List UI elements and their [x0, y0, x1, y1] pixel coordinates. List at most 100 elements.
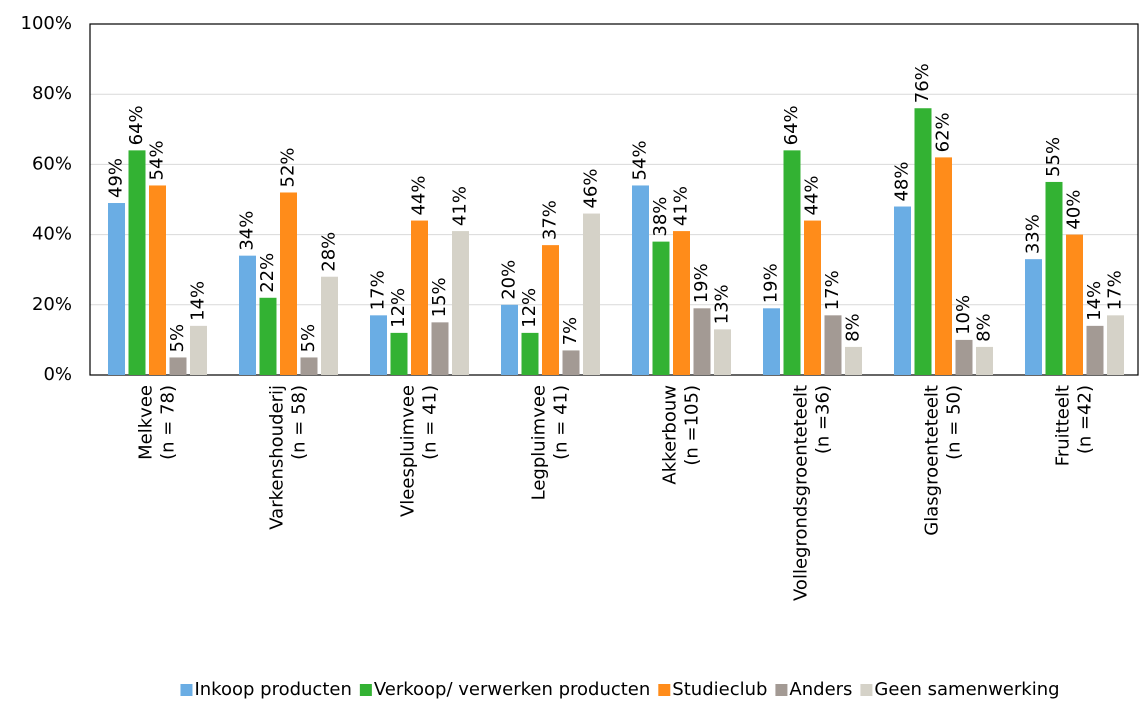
bar	[1107, 315, 1124, 375]
legend-label: Studieclub	[672, 679, 767, 700]
bar	[783, 150, 801, 375]
bar	[632, 185, 649, 375]
value-label: 8%	[974, 313, 995, 342]
value-label: 41%	[450, 186, 471, 226]
value-label: 8%	[843, 313, 864, 342]
x-tick-label: (n =36)	[813, 385, 834, 454]
value-label: 13%	[712, 284, 733, 324]
legend-label: Geen samenwerking	[874, 679, 1059, 700]
x-tick-label: Melkvee	[136, 385, 157, 460]
bar	[149, 185, 166, 375]
bar	[190, 325, 207, 375]
value-label: 10%	[953, 295, 974, 335]
x-tick-label: Glasgroenteteelt	[922, 385, 943, 536]
value-label: 46%	[581, 169, 602, 209]
x-tick-label: (n =105)	[682, 385, 703, 466]
x-tick-label: Vollegrondsgroenteteelt	[791, 385, 812, 601]
bar	[583, 213, 600, 375]
value-label: 37%	[540, 200, 561, 240]
bar	[1045, 181, 1063, 375]
x-tick-label: (n = 41)	[551, 385, 572, 460]
value-label: 44%	[409, 176, 430, 216]
y-tick-label: 40%	[32, 224, 72, 245]
bar	[845, 346, 862, 375]
legend-label: Verkoop/ verwerken producten	[374, 679, 650, 700]
bar	[259, 297, 277, 375]
legend-swatch	[658, 684, 671, 696]
value-label: 7%	[560, 317, 581, 346]
y-tick-label: 60%	[32, 153, 72, 174]
x-tick-label: (n =42)	[1075, 385, 1096, 454]
bar	[894, 206, 911, 375]
value-label: 48%	[892, 162, 913, 202]
x-tick-label: Legpluimvee	[529, 385, 550, 500]
value-label: 12%	[388, 288, 409, 328]
y-tick-label: 80%	[32, 83, 72, 104]
value-label: 41%	[671, 186, 692, 226]
bar	[431, 322, 449, 375]
bar	[239, 255, 256, 375]
value-label: 76%	[912, 63, 933, 103]
x-tick-label: (n = 41)	[420, 385, 441, 460]
value-label: 49%	[106, 158, 127, 198]
y-tick-label: 0%	[43, 364, 72, 385]
legend-swatch	[860, 684, 873, 696]
value-label: 19%	[761, 263, 782, 303]
bar	[370, 315, 387, 375]
y-tick-label: 20%	[32, 294, 72, 315]
x-tick-label: (n = 58)	[289, 385, 310, 460]
bar	[652, 241, 670, 375]
value-label: 62%	[933, 112, 954, 152]
x-tick-label: (n = 78)	[158, 385, 179, 460]
legend-swatch	[359, 684, 372, 696]
value-label: 12%	[519, 288, 540, 328]
value-label: 19%	[691, 263, 712, 303]
legend-swatch	[775, 684, 788, 696]
value-label: 64%	[126, 105, 147, 145]
bar	[763, 308, 780, 375]
bar	[521, 332, 539, 375]
value-label: 14%	[1084, 281, 1105, 321]
x-tick-label: Fruitteelt	[1053, 385, 1074, 466]
plot-frame	[89, 23, 1139, 376]
value-label: 5%	[167, 324, 188, 353]
bar	[935, 157, 952, 375]
bar	[804, 220, 821, 375]
bar	[280, 192, 297, 375]
bar	[321, 276, 338, 375]
bar	[693, 308, 711, 375]
legend-label: Inkoop producten	[194, 679, 351, 700]
bar	[976, 346, 993, 375]
bar	[300, 357, 318, 375]
value-label: 34%	[237, 211, 258, 251]
y-tick-label: 100%	[21, 13, 72, 34]
x-tick-label: Varkenshouderij	[267, 385, 288, 530]
bar	[1066, 234, 1083, 375]
value-label: 28%	[319, 232, 340, 272]
bar	[411, 220, 428, 375]
legend: Inkoop producten Verkoop/ verwerken produ…	[180, 679, 1060, 700]
value-label: 20%	[499, 260, 520, 300]
value-label: 17%	[1105, 270, 1126, 310]
value-label: 54%	[630, 140, 651, 180]
bar	[673, 231, 690, 375]
value-label: 15%	[429, 277, 450, 317]
x-tick-label: (n = 50)	[944, 385, 965, 460]
value-label: 44%	[802, 176, 823, 216]
bar	[108, 203, 125, 375]
bar	[1086, 325, 1104, 375]
bar	[562, 350, 580, 375]
value-label: 14%	[188, 281, 209, 321]
value-label: 52%	[278, 147, 299, 187]
value-label: 17%	[822, 270, 843, 310]
bar	[452, 231, 469, 375]
x-tick-label: Vleespluimvee	[398, 385, 419, 517]
bar	[542, 245, 559, 375]
bar	[169, 357, 187, 375]
bar	[501, 304, 518, 375]
bar	[914, 108, 932, 376]
bar	[128, 150, 146, 375]
value-label: 33%	[1023, 214, 1044, 254]
legend-swatch	[180, 684, 193, 696]
